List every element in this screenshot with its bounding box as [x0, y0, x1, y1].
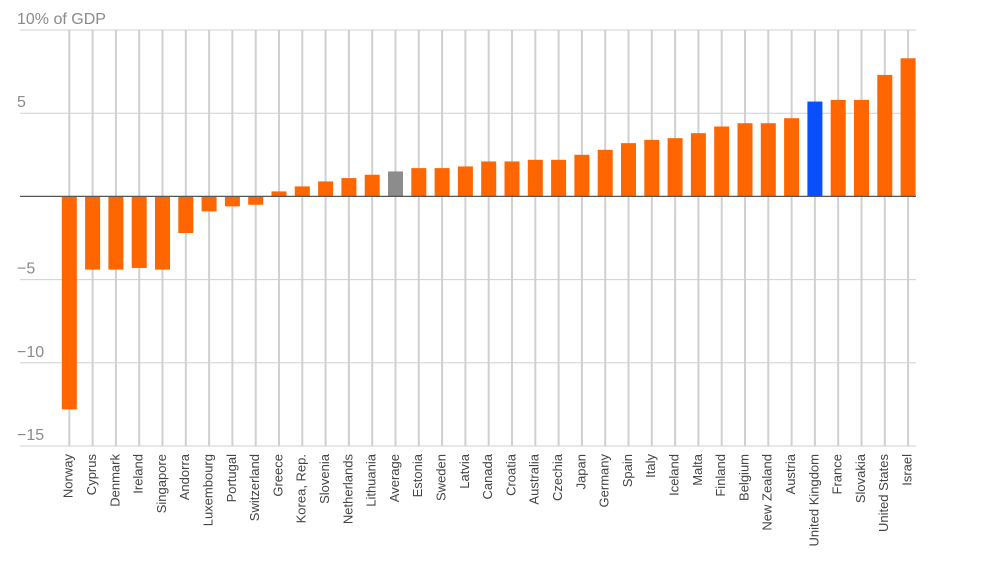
bar-latvia	[457, 166, 473, 197]
bar-france	[830, 99, 846, 197]
x-tick-label: Cyprus	[84, 454, 99, 496]
x-tick-label: Austria	[783, 453, 798, 494]
bar-new-zealand	[760, 123, 776, 197]
x-tick-label: Finland	[713, 454, 728, 497]
x-tick-label: Switzerland	[247, 454, 262, 521]
bar-malta	[690, 133, 706, 197]
x-tick-label: Japan	[573, 454, 588, 489]
bar-andorra	[178, 196, 194, 234]
bar-sweden	[434, 168, 450, 197]
x-tick-label: Australia	[527, 453, 542, 504]
x-tick-label: Lithuania	[364, 453, 379, 507]
x-tick-label: United States	[876, 454, 891, 533]
bar-netherlands	[341, 178, 357, 197]
x-tick-label: Malta	[690, 453, 705, 486]
x-tick-label: Italy	[643, 454, 658, 478]
x-tick-label: Czechia	[550, 453, 565, 501]
bar-lithuania	[364, 174, 380, 197]
x-tick-label: Belgium	[736, 454, 751, 501]
x-tick-label: Iceland	[667, 454, 682, 496]
x-tick-label: Ireland	[131, 454, 146, 494]
x-tick-label: Greece	[270, 454, 285, 497]
x-tick-label: Estonia	[410, 453, 425, 497]
x-tick-label: Slovakia	[853, 453, 868, 503]
bar-belgium	[737, 123, 753, 197]
bar-austria	[784, 118, 800, 197]
x-tick-label: Germany	[597, 454, 612, 508]
x-tick-label: France	[830, 454, 845, 494]
x-tick-label: Netherlands	[340, 454, 355, 525]
bar-canada	[481, 161, 497, 197]
bar-spain	[621, 143, 636, 197]
x-tick-label: Andorra	[177, 453, 192, 500]
bar-switzerland	[248, 196, 264, 205]
bar-iceland	[667, 138, 683, 197]
x-tick-label: Latvia	[457, 453, 472, 488]
bar-portugal	[224, 196, 240, 207]
y-tick-label: 10% of GDP	[17, 11, 106, 28]
y-tick-label: −10	[17, 344, 44, 361]
bar-korea-rep	[294, 186, 310, 197]
bar-average	[388, 171, 403, 197]
x-tick-label: Canada	[480, 453, 495, 499]
bar-cyprus	[85, 196, 101, 270]
grid-layer	[20, 29, 916, 447]
x-tick-label: Singapore	[154, 454, 169, 513]
x-tick-label: Spain	[620, 454, 635, 487]
bar-japan	[574, 154, 590, 197]
bar-estonia	[411, 168, 427, 197]
x-tick-label: Croatia	[503, 453, 518, 496]
x-tick-label: New Zealand	[760, 454, 775, 531]
bar-slovenia	[318, 181, 334, 197]
y-tick-label: −5	[17, 261, 35, 278]
bar-finland	[714, 126, 730, 197]
bar-italy	[644, 139, 660, 197]
bar-singapore	[155, 196, 170, 270]
bar-united-states	[877, 74, 893, 197]
bar-denmark	[108, 196, 124, 270]
x-tick-label: Denmark	[107, 454, 122, 507]
x-tick-label: Korea, Rep.	[294, 454, 309, 523]
x-tick-label: Norway	[61, 454, 76, 499]
x-tick-label: Average	[387, 454, 402, 502]
x-tick-label: Israel	[900, 454, 915, 486]
bar-australia	[527, 159, 543, 197]
x-tick-label: Slovenia	[317, 453, 332, 504]
y-tick-label: −15	[17, 427, 44, 444]
x-tick-label: Luxembourg	[201, 454, 216, 526]
x-axis-category-labels: Norway Cyprus Denmark Ireland Singapore Andor…	[61, 453, 915, 546]
bar-croatia	[504, 161, 520, 197]
bar-ireland	[131, 196, 147, 268]
bar-israel	[900, 58, 916, 197]
bar-germany	[597, 149, 613, 197]
bar-slovakia	[854, 99, 869, 197]
y-tick-label: 5	[17, 94, 26, 111]
x-tick-label: Portugal	[224, 454, 239, 503]
x-tick-label: United Kingdom	[806, 454, 821, 547]
bar-norway	[61, 196, 77, 410]
bar-czechia	[551, 159, 567, 197]
bar-united-kingdom	[807, 101, 823, 197]
y-axis-ticks: −15 −10 −5 5 10% of GDP	[17, 11, 106, 444]
bar-greece	[271, 191, 287, 197]
bars	[61, 58, 916, 410]
x-tick-label: Sweden	[434, 454, 449, 501]
bar-luxembourg	[201, 196, 217, 212]
